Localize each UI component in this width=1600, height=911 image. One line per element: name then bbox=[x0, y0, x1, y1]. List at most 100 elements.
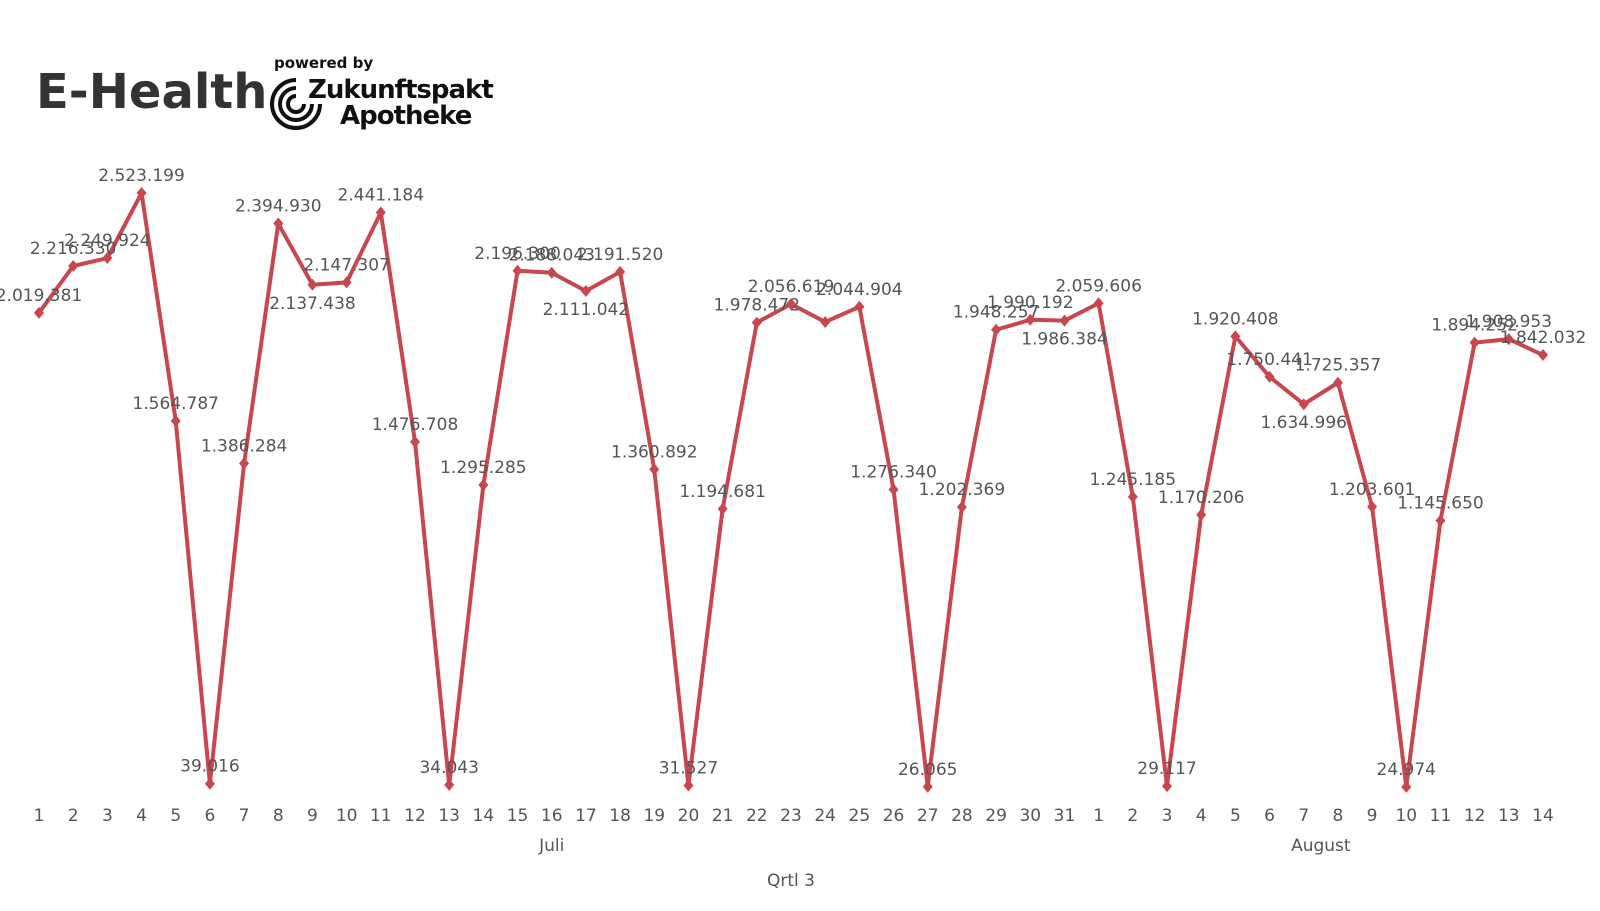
data-label: 26.065 bbox=[898, 760, 957, 780]
data-label: 1.634.996 bbox=[1260, 413, 1347, 433]
x-tick-label: 4 bbox=[1196, 806, 1207, 826]
data-label: 2.019.381 bbox=[0, 286, 82, 306]
data-label: 24.974 bbox=[1377, 760, 1436, 780]
marker bbox=[786, 297, 796, 310]
marker bbox=[546, 266, 557, 279]
x-tick-label: 6 bbox=[1264, 806, 1275, 826]
x-tick-label: 23 bbox=[780, 806, 802, 826]
x-tick-label: 21 bbox=[712, 806, 734, 826]
x-tick-label: 22 bbox=[746, 806, 768, 826]
logo: powered by Zukunftspakt Apotheke bbox=[270, 54, 494, 131]
marker bbox=[1332, 376, 1343, 389]
marker bbox=[102, 252, 113, 265]
x-tick-label: 1 bbox=[34, 806, 45, 826]
marker bbox=[307, 278, 318, 291]
x-tick-label: 29 bbox=[985, 806, 1007, 826]
marker bbox=[854, 300, 865, 313]
marker bbox=[683, 779, 694, 792]
x-tick-label: 6 bbox=[204, 806, 215, 826]
marker bbox=[1093, 297, 1104, 310]
x-tick-label: 9 bbox=[307, 806, 318, 826]
x-tick-label: 8 bbox=[1332, 806, 1343, 826]
x-tick-label: 18 bbox=[609, 806, 631, 826]
x-tick-label: 26 bbox=[883, 806, 905, 826]
data-label: 1.920.408 bbox=[1192, 309, 1279, 329]
marker bbox=[239, 457, 250, 470]
data-label: 1.360.892 bbox=[611, 442, 698, 462]
data-label: 34.043 bbox=[419, 758, 478, 778]
data-label: 1.194.681 bbox=[679, 482, 766, 502]
x-tick-label: 4 bbox=[136, 806, 147, 826]
chart-title: E-Health bbox=[36, 64, 267, 120]
x-tick-label: 2 bbox=[1127, 806, 1138, 826]
x-tick-label: 2 bbox=[68, 806, 79, 826]
x-tick-label: 13 bbox=[1498, 806, 1520, 826]
marker bbox=[34, 306, 44, 319]
x-tick-label: 1 bbox=[1093, 806, 1104, 826]
marker bbox=[922, 780, 933, 793]
x-tick-label: 28 bbox=[951, 806, 973, 826]
x-tick-label: 7 bbox=[239, 806, 250, 826]
logo-line1: Zukunftspakt bbox=[308, 75, 493, 105]
marker bbox=[444, 778, 455, 791]
logo-tagline: powered by bbox=[274, 54, 373, 72]
data-label: 2.056.619 bbox=[748, 277, 835, 297]
x-tick-label: 11 bbox=[1430, 806, 1452, 826]
data-label: 1.894.252 bbox=[1431, 316, 1518, 336]
data-label: 1.476.708 bbox=[372, 415, 459, 435]
data-label: 29.117 bbox=[1137, 759, 1196, 779]
data-label: 1.978.472 bbox=[714, 296, 801, 316]
marker bbox=[478, 479, 489, 492]
marker bbox=[1401, 781, 1412, 794]
data-label: 2.196.300 bbox=[474, 244, 561, 264]
marker bbox=[956, 501, 967, 514]
marker bbox=[1538, 349, 1548, 362]
x-tick-label: 30 bbox=[1019, 806, 1041, 826]
marker bbox=[1469, 336, 1480, 349]
marker bbox=[68, 260, 79, 273]
x-tick-label: 24 bbox=[814, 806, 836, 826]
data-label: 1.202.369 bbox=[919, 480, 1006, 500]
x-tick-label: 3 bbox=[1162, 806, 1173, 826]
marker bbox=[580, 285, 591, 298]
marker bbox=[1059, 314, 1070, 327]
data-label: 1.295.285 bbox=[440, 458, 527, 478]
x-tick-label: 11 bbox=[370, 806, 392, 826]
data-label: 1.170.206 bbox=[1158, 488, 1245, 508]
marker bbox=[410, 435, 420, 448]
data-label: 1.564.787 bbox=[132, 394, 219, 414]
marker bbox=[1367, 500, 1378, 513]
x-tick-label: 12 bbox=[404, 806, 426, 826]
data-label: 2.188.043 bbox=[508, 246, 595, 266]
data-label: 2.394.930 bbox=[235, 197, 322, 217]
x-tick-label: 31 bbox=[1054, 806, 1076, 826]
x-tick-label: 10 bbox=[1395, 806, 1417, 826]
x-axis-title: Qrtl 3 bbox=[767, 871, 815, 891]
x-tick-label: 25 bbox=[849, 806, 871, 826]
data-label: 1.986.384 bbox=[1021, 330, 1108, 350]
data-label: 1.203.601 bbox=[1329, 480, 1416, 500]
x-tick-label: 14 bbox=[473, 806, 495, 826]
data-label: 1.842.032 bbox=[1500, 328, 1587, 348]
marker bbox=[1264, 370, 1275, 383]
data-label: 1.276.340 bbox=[850, 463, 937, 483]
marker bbox=[170, 414, 181, 427]
data-label: 2.137.438 bbox=[269, 294, 356, 314]
marker bbox=[991, 323, 1002, 336]
x-tick-label: 20 bbox=[678, 806, 700, 826]
x-tick-label: 16 bbox=[541, 806, 563, 826]
data-label: 2.044.904 bbox=[816, 280, 903, 300]
marker bbox=[273, 217, 284, 230]
data-label: 1.725.357 bbox=[1295, 356, 1382, 376]
data-label: 2.059.606 bbox=[1055, 276, 1142, 296]
data-label: 1.750.441 bbox=[1226, 350, 1313, 370]
x-tick-label: 19 bbox=[643, 806, 665, 826]
x-tick-label: 7 bbox=[1298, 806, 1309, 826]
marker bbox=[1435, 514, 1446, 527]
x-tick-label: 14 bbox=[1532, 806, 1554, 826]
data-label: 39.016 bbox=[180, 757, 239, 777]
marker bbox=[888, 483, 899, 496]
marker bbox=[512, 264, 523, 277]
x-tick-label: 8 bbox=[273, 806, 284, 826]
data-label: 1.386.284 bbox=[201, 436, 288, 456]
